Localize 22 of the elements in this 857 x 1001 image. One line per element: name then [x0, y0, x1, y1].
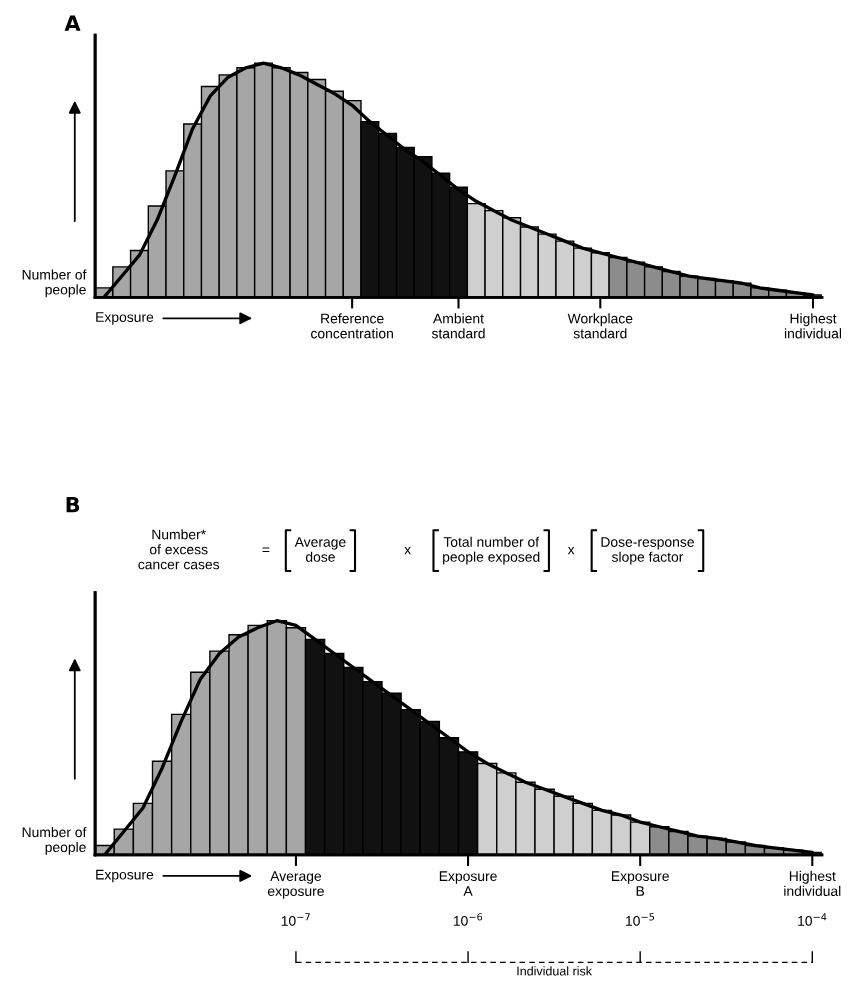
text: Individual risk	[517, 966, 592, 976]
y-axis-title: Number of people	[22, 269, 87, 298]
text: Total number of people exposed	[443, 536, 540, 565]
x-axis-title: Exposure	[96, 869, 154, 883]
category-label: Exposure A 10$^{−6}$	[439, 871, 497, 926]
category-label: Highest individual 10$^{−4}$	[784, 870, 841, 926]
x-tick-label: Highest individual	[784, 313, 842, 339]
chart-title: B	[66, 497, 80, 513]
text: x	[567, 546, 575, 555]
x-tick-label: Reference concentration	[311, 313, 393, 339]
text: =	[262, 547, 270, 552]
text: x	[404, 546, 411, 555]
x-axis-title: Exposure	[96, 312, 154, 325]
x-tick-label: Ambient standard	[431, 313, 485, 339]
x-tick-label: Workplace standard	[567, 313, 633, 339]
category-label: Exposure B 10$^{−5}$	[611, 871, 669, 926]
category-label: Average exposure 10$^{−7}$	[267, 871, 324, 926]
y-axis-title: Number of people	[22, 826, 87, 855]
text: Average dose	[294, 537, 346, 562]
text: Dose-response slope factor	[601, 537, 694, 565]
text: Number* of excess cancer cases	[138, 529, 220, 570]
chart-title: A	[64, 15, 81, 31]
